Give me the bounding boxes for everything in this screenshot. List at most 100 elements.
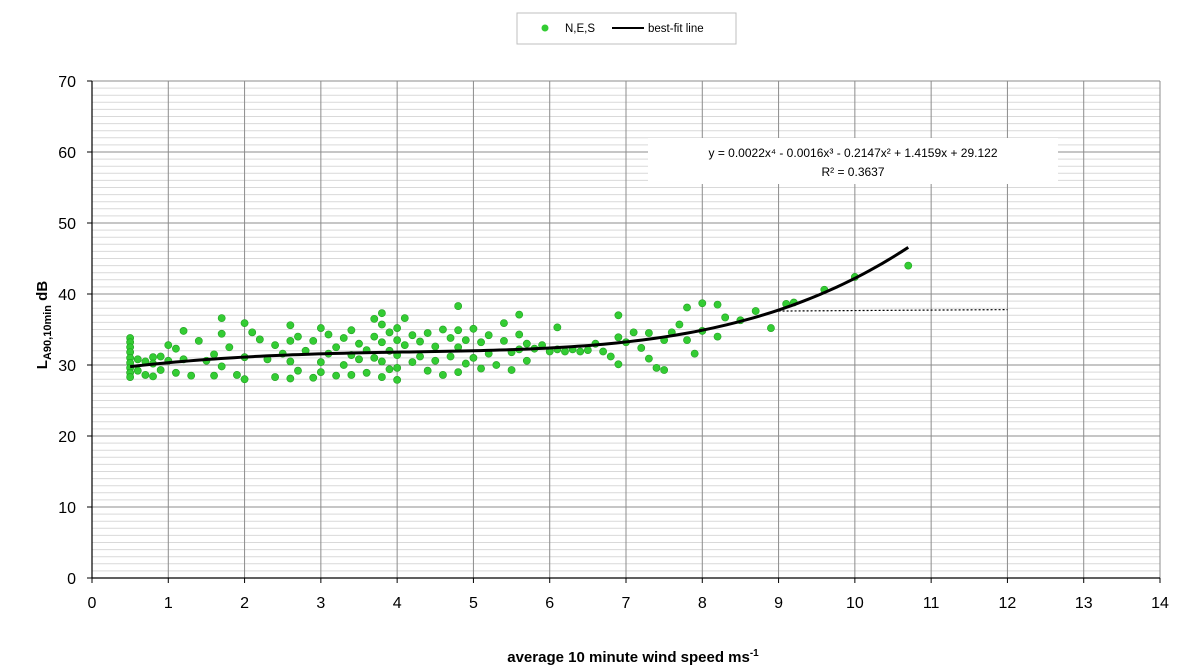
data-point [713,332,722,341]
data-point [141,371,150,379]
data-point [713,300,722,309]
data-point [690,349,699,358]
x-tick-label: 0 [88,595,97,612]
data-point [194,336,203,345]
data-point [271,373,279,381]
data-point [377,373,386,381]
data-point [133,355,142,364]
data-point [316,368,325,376]
y-tick-labels: 0 10 20 30 40 50 60 70 [58,74,76,588]
data-point [583,346,592,354]
y-tick-label: 70 [58,74,76,91]
data-point [629,328,638,337]
data-point [408,331,417,340]
x-tick-label: 6 [545,595,554,612]
data-point [614,311,623,320]
data-point [225,343,234,352]
data-point [393,336,402,345]
y-tick-label: 50 [58,216,76,233]
data-point [652,363,661,372]
data-point [217,362,226,371]
data-point [515,310,524,319]
data-point [355,355,363,364]
data-point [446,334,455,342]
data-point [637,344,646,352]
data-point [423,329,432,337]
data-point [217,329,226,338]
data-point [126,373,135,381]
data-point [240,319,249,328]
data-point [172,368,180,377]
data-point [644,329,653,337]
data-point [461,359,470,368]
data-point [408,358,417,367]
data-point [675,320,684,329]
data-point [210,371,218,380]
data-point [431,356,440,365]
data-point [614,360,623,369]
y-tick-label: 60 [58,145,76,162]
legend-label-points: N,E,S [565,23,595,35]
data-point [515,330,524,339]
data-point [377,357,386,366]
data-point [286,321,295,330]
data-point [393,363,402,372]
data-point [454,368,463,376]
y-tick-label: 20 [58,429,76,446]
y-tick-label: 10 [58,500,76,517]
fit-equation: y = 0.0022x⁴ - 0.0016x³ - 0.2147x² + 1.4… [708,146,997,160]
x-tick-label: 3 [316,595,325,612]
legend: N,E,S best-fit line [516,12,737,45]
data-point [599,347,608,356]
x-tick-label: 12 [999,595,1017,612]
data-point [683,336,691,345]
x-tick-label: 13 [1075,595,1093,612]
data-point [500,336,508,345]
data-point [614,333,623,342]
data-point [469,324,478,333]
data-point [767,324,775,332]
x-tick-label: 8 [698,595,707,612]
x-tick-label: 5 [469,595,478,612]
data-point [439,325,447,334]
data-point [385,328,394,337]
data-point [683,303,691,312]
data-point [446,352,455,361]
data-point [370,332,379,341]
data-point [156,366,165,374]
data-point [416,337,424,346]
data-point [469,353,478,362]
data-point [553,323,562,332]
data-point [164,341,173,350]
data-point [454,302,463,310]
data-point [324,330,333,339]
data-point [156,352,165,361]
x-tick-label: 4 [393,595,402,612]
data-point [393,376,402,384]
data-point [248,328,257,337]
data-point [210,350,218,359]
data-point [294,366,302,375]
y-tick-label: 0 [67,571,76,588]
data-point [698,299,707,308]
axes [87,80,1161,583]
x-tick-labels: 0 1 2 3 4 5 6 7 8 9 10 11 12 13 14 [88,595,1169,612]
data-point [400,341,409,350]
x-axis-label: average 10 minute wind speed ms-1 [507,648,759,666]
data-point [385,365,394,374]
y-axis-label: LA90,10min dB [34,281,54,370]
x-tick-label: 7 [622,595,631,612]
data-point [522,356,531,365]
data-point [400,314,409,323]
data-point [423,366,432,375]
y-tick-label: 40 [58,287,76,304]
data-point [492,361,501,369]
data-point [370,314,379,323]
fit-r-squared: R² = 0.3637 [821,165,884,179]
data-point [339,334,348,342]
data-point [316,358,325,367]
data-point [370,353,379,362]
x-tick-label: 14 [1151,595,1169,612]
data-point [561,347,569,356]
